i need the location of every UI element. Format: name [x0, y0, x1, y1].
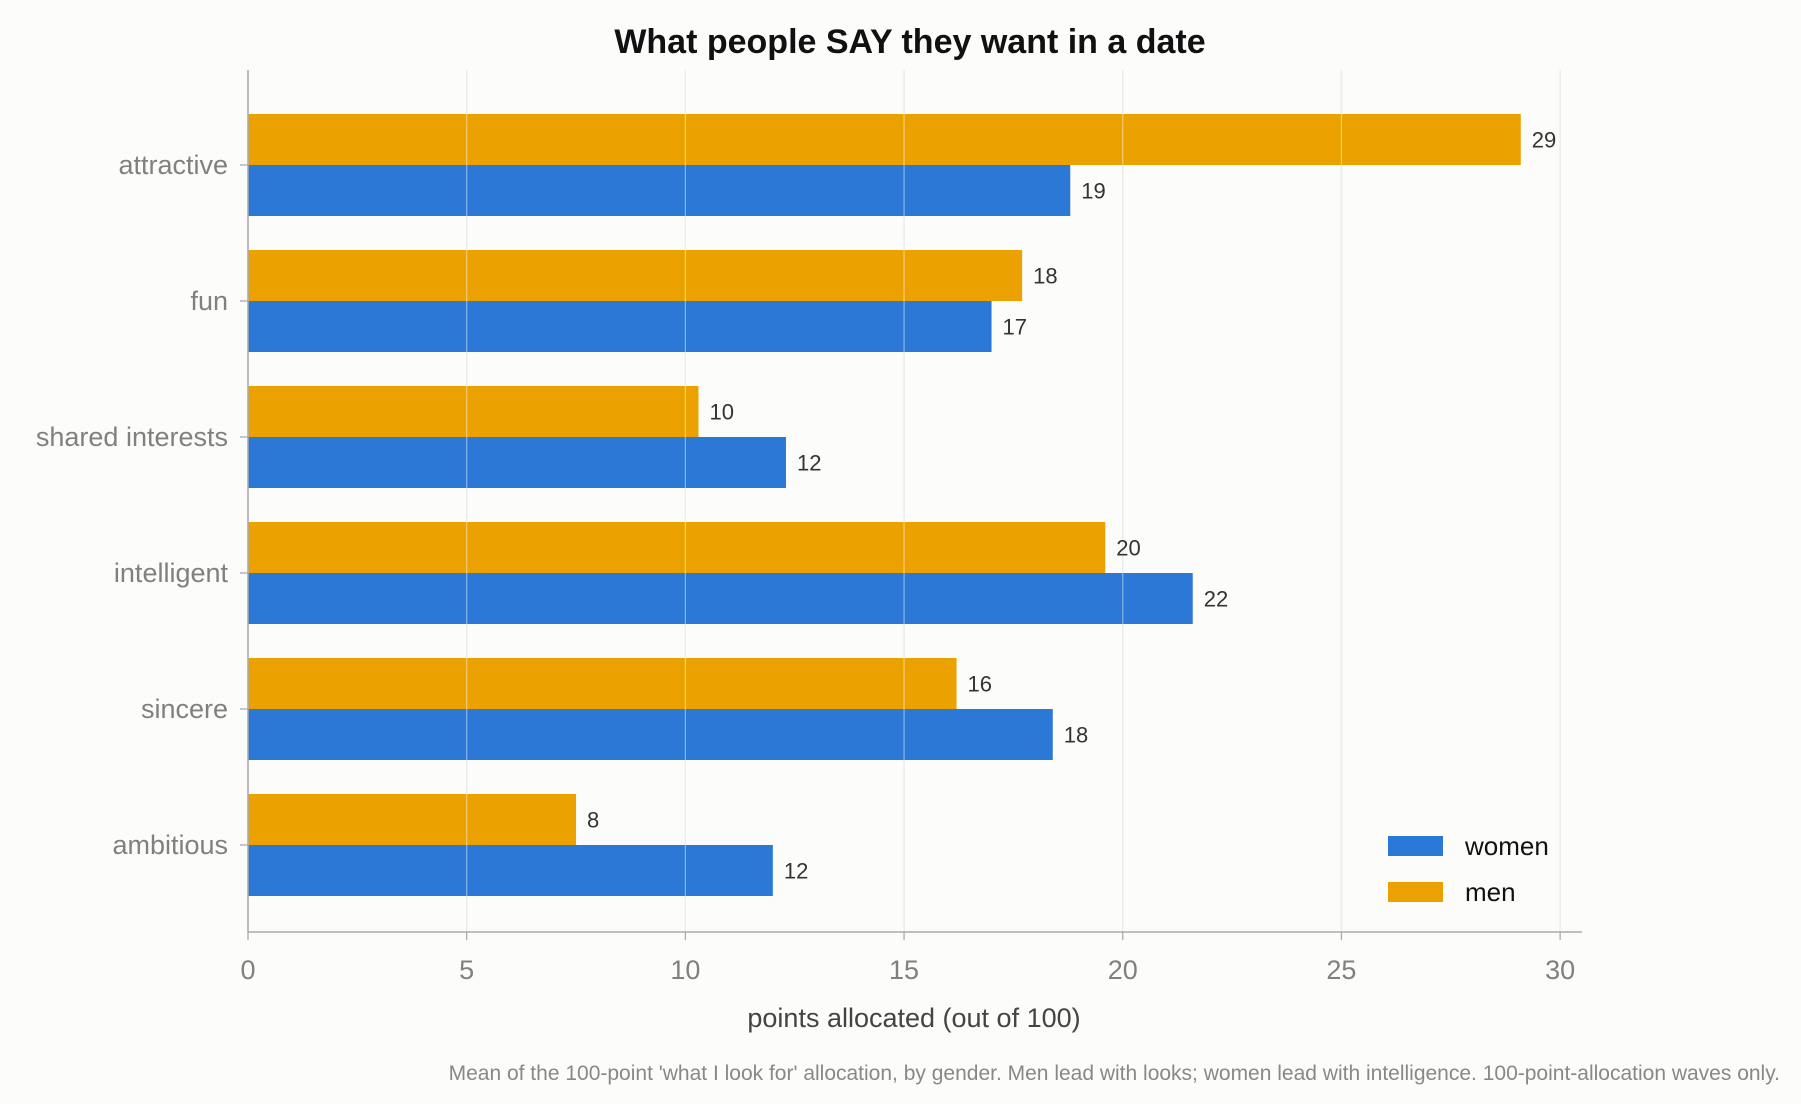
bars: [248, 70, 1561, 932]
x-tick-label: 0: [240, 955, 255, 985]
bar-men: [248, 386, 699, 437]
legend-label-women: women: [1464, 831, 1549, 861]
legend-swatch-women: [1388, 836, 1443, 856]
x-tick-label: 10: [670, 955, 700, 985]
x-tick-label: 30: [1545, 955, 1575, 985]
value-label-women: 18: [1064, 723, 1088, 748]
category-label: ambitious: [112, 830, 228, 860]
chart-caption: Mean of the 100-point 'what I look for' …: [449, 1062, 1780, 1085]
x-axis-label: points allocated (out of 100): [747, 1003, 1080, 1033]
value-label-men: 29: [1532, 128, 1556, 153]
value-label-women: 17: [1003, 315, 1027, 340]
category-label: fun: [190, 286, 228, 316]
axes: [240, 70, 1582, 933]
legend-swatch-men: [1388, 882, 1443, 902]
bar-women: [248, 845, 773, 896]
x-tick-labels: 0 5 10 15 20 25 30: [240, 932, 1575, 985]
bar-women: [248, 301, 992, 352]
category-labels: attractive fun shared interests intelligent…: [36, 150, 229, 860]
x-tick-label: 5: [459, 955, 474, 985]
value-label-men: 8: [587, 808, 599, 833]
bar-men: [248, 114, 1521, 165]
x-tick-label: 15: [889, 955, 919, 985]
value-label-women: 19: [1081, 179, 1105, 204]
bar-women: [248, 165, 1071, 216]
category-label: intelligent: [114, 558, 229, 588]
bar-men: [248, 794, 577, 845]
bar-men: [248, 658, 957, 709]
value-label-women: 12: [797, 451, 821, 476]
bar-women: [248, 437, 786, 488]
legend-label-men: men: [1465, 877, 1516, 907]
value-label-women: 22: [1204, 587, 1228, 612]
value-label-men: 18: [1033, 264, 1057, 289]
bar-men: [248, 522, 1106, 573]
bar-men: [248, 250, 1023, 301]
category-label: attractive: [118, 150, 228, 180]
value-label-women: 12: [784, 859, 808, 884]
category-label: shared interests: [36, 422, 228, 452]
legend: women men: [1388, 831, 1549, 907]
value-label-men: 10: [709, 400, 733, 425]
x-tick-label: 25: [1326, 955, 1356, 985]
x-tick-label: 20: [1108, 955, 1138, 985]
value-labels: 29 19 18 17 10 12 20 22 16 18 8 12: [587, 128, 1556, 884]
bar-women: [248, 573, 1193, 624]
value-label-men: 16: [968, 672, 992, 697]
category-label: sincere: [141, 694, 228, 724]
chart-title: What people SAY they want in a date: [614, 23, 1205, 61]
value-label-men: 20: [1116, 536, 1140, 561]
bar-women: [248, 709, 1053, 760]
